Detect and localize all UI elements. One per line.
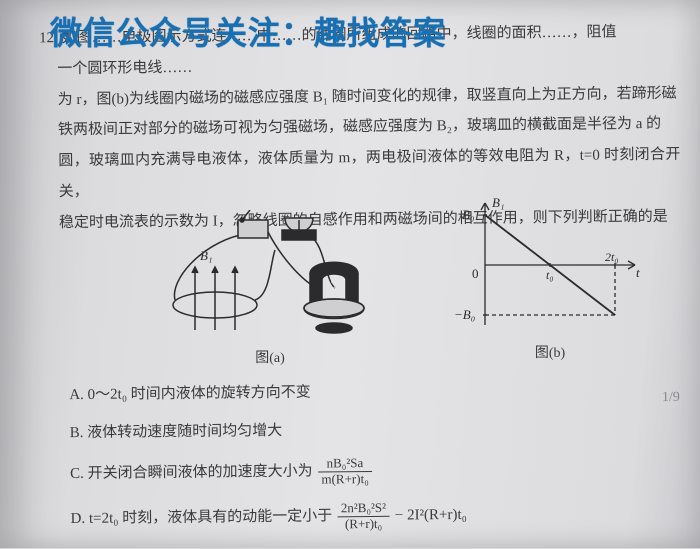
frac-num: 2n²B₀²S² [338, 501, 389, 517]
exam-page: 微信公众号关注：趣找答案 12. 如图……电极图示方式连……中……的线圈所组成的… [0, 0, 700, 548]
option-a: A. 0～2t₀ 时间内液体的旋转方向不变 [69, 377, 669, 407]
option-d-pre: t=2t₀ 时刻，液体具有的动能一定小于 [89, 508, 332, 527]
margin-fraction: 1/9 [662, 390, 680, 406]
graph-svg: B₀ B₁ −B₀ 0 t₀ 2t₀ t [450, 195, 650, 335]
stem-line: 圆，玻璃皿内充满导电液体，液体质量为 m，两电极间液体的等效电阻为 R，t=0 … [58, 147, 680, 200]
option-d-fraction: 2n²B₀²S² (R+r)t₀ [338, 501, 389, 532]
frac-den: m(R+r)t₀ [318, 472, 371, 487]
stem-line: 铁两极间正对部分的磁场可视为匀强磁场，磁感应强度为 B₂，玻璃皿的横截面是半径为… [58, 116, 661, 138]
figure-a: B₁ S 图(a) [160, 210, 380, 367]
option-c-pre: 开关闭合瞬间液体的加速度大小为 [88, 463, 313, 481]
svg-text:0: 0 [472, 266, 479, 281]
option-a-text: 0～2t₀ 时间内液体的旋转方向不变 [88, 385, 311, 403]
s-label: S [330, 276, 337, 291]
options-block: A. 0～2t₀ 时间内液体的旋转方向不变 B. 液体转动速度随时间均匀增大 C… [69, 377, 671, 549]
svg-text:B₁: B₁ [492, 195, 504, 210]
option-d: D. t=2t₀ 时刻，液体具有的动能一定小于 2n²B₀²S² (R+r)t₀… [70, 498, 670, 535]
figure-b: B₀ B₁ −B₀ 0 t₀ 2t₀ t 图(b) [450, 195, 650, 362]
stem-line: 为 r，图(b)为线圈内磁场的磁感应强度 B₁ 随时间变化的规律，取竖直向上为正… [58, 85, 677, 107]
svg-text:2t₀: 2t₀ [605, 250, 619, 264]
figure-a-label: 图(a) [160, 347, 380, 367]
svg-text:B₀: B₀ [462, 207, 474, 222]
watermark-text: 微信公众号关注：趣找答案 [50, 8, 446, 54]
option-b: B. 液体转动速度随时间均匀增大 [70, 415, 670, 445]
option-c-fraction: nB₀²Sa m(R+r)t₀ [318, 456, 372, 487]
svg-text:t: t [636, 265, 640, 280]
apparatus-svg: B₁ S [160, 210, 380, 340]
svg-text:t₀: t₀ [546, 268, 554, 282]
svg-text:−B₀: −B₀ [454, 307, 475, 322]
option-b-text: 液体转动速度随时间均匀增大 [87, 423, 282, 441]
b1-label: B₁ [200, 248, 212, 263]
stem-line: 一个圆环形电线…… [57, 60, 192, 77]
figures-row: B₁ S 图(a) [70, 210, 670, 370]
frac-den: (R+r)t₀ [338, 517, 389, 532]
figure-b-label: 图(b) [450, 342, 650, 362]
option-d-post: − 2I²(R+r)t₀ [395, 507, 467, 524]
option-c: C. 开关闭合瞬间液体的加速度大小为 nB₀²Sa m(R+r)t₀ [70, 453, 670, 490]
frac-num: nB₀²Sa [318, 456, 371, 472]
